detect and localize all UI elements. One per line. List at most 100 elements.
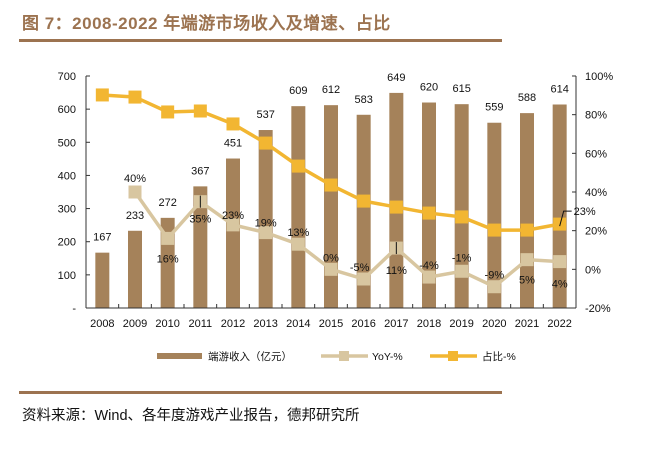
yoy-marker xyxy=(226,218,240,232)
right-tick-label: 80% xyxy=(585,110,607,122)
share-series xyxy=(95,88,567,237)
revenue-data-label: 272 xyxy=(158,197,176,209)
yoy-data-label: 35% xyxy=(189,214,211,226)
x-tick-label: 2019 xyxy=(449,318,473,330)
revenue-data-label: 614 xyxy=(550,84,568,96)
legend-swatch-revenue xyxy=(157,353,202,359)
right-tick-label: 60% xyxy=(585,148,607,160)
x-tick-label: 2015 xyxy=(319,318,343,330)
yoy-marker xyxy=(259,226,273,240)
yoy-marker xyxy=(520,253,534,267)
revenue-data-label: 451 xyxy=(224,138,242,150)
legend-swatch-yoy-marker xyxy=(339,351,349,361)
left-tick-label: 600 xyxy=(58,104,76,116)
yoy-data-label: 16% xyxy=(157,253,179,265)
right-tick-label: -20% xyxy=(585,303,611,315)
share-marker xyxy=(226,117,240,131)
legend-label-revenue: 端游收入（亿元） xyxy=(208,350,292,363)
yoy-marker xyxy=(128,185,142,199)
left-tick-label: 500 xyxy=(58,137,76,149)
left-tick-label: 300 xyxy=(58,204,76,216)
yoy-marker xyxy=(357,272,371,286)
revenue-data-label: 620 xyxy=(420,82,438,94)
title-divider xyxy=(19,39,502,42)
share-marker xyxy=(389,200,403,214)
yoy-marker xyxy=(324,262,338,276)
revenue-data-label: 167 xyxy=(93,232,111,244)
revenue-bar xyxy=(226,158,240,308)
source-divider xyxy=(19,391,502,394)
right-tick-label: 100% xyxy=(585,71,613,83)
x-tick-label: 2018 xyxy=(417,318,441,330)
revenue-data-label: 588 xyxy=(518,92,536,104)
share-leader-line xyxy=(559,210,572,227)
yoy-marker xyxy=(161,231,175,245)
x-tick-label: 2010 xyxy=(155,318,179,330)
share-marker xyxy=(128,90,142,104)
x-tick-label: 2011 xyxy=(189,318,213,330)
share-marker xyxy=(324,178,338,192)
revenue-data-label: 609 xyxy=(289,85,307,97)
revenue-data-label: 615 xyxy=(452,83,470,95)
x-tick-label: 2013 xyxy=(253,318,277,330)
share-marker xyxy=(455,210,469,224)
left-tick-label: 200 xyxy=(58,237,76,249)
left-tick-label: 100 xyxy=(58,270,76,282)
revenue-bar xyxy=(454,104,469,309)
revenue-bar xyxy=(193,186,208,308)
yoy-marker xyxy=(455,264,469,278)
revenue-bar xyxy=(422,102,436,308)
revenue-data-label: 367 xyxy=(191,165,209,177)
yoy-data-label: 19% xyxy=(255,218,277,230)
x-tick-label: 2008 xyxy=(90,318,114,330)
revenue-bar xyxy=(128,230,142,308)
x-tick-label: 2014 xyxy=(286,318,310,330)
yoy-marker xyxy=(487,280,501,294)
right-tick-label: 0% xyxy=(585,264,601,276)
yoy-data-label: 4% xyxy=(552,279,568,291)
figure-title: 图 7：2008-2022 年端游市场收入及增速、占比 xyxy=(22,14,391,33)
source-note: 资料来源：Wind、各年度游戏产业报告，德邦研究所 xyxy=(22,408,360,424)
x-tick-label: 2016 xyxy=(351,318,375,330)
left-tick-label: - xyxy=(72,303,76,315)
yoy-data-label: -4% xyxy=(419,260,439,272)
revenue-bar xyxy=(487,122,502,308)
share-data-label: 23% xyxy=(574,206,596,218)
revenue-data-label: 559 xyxy=(485,102,503,114)
x-tick-label: 2017 xyxy=(384,318,408,330)
yoy-data-label: 5% xyxy=(519,275,535,287)
yoy-marker xyxy=(291,237,305,251)
x-tick-label: 2009 xyxy=(123,318,147,330)
x-tick-label: 2021 xyxy=(515,318,539,330)
revenue-bar xyxy=(95,252,110,308)
legend: 端游收入（亿元） YoY-% 占比-% xyxy=(157,350,516,363)
yoy-data-label: -1% xyxy=(452,252,472,264)
x-tick-label: 2020 xyxy=(482,318,506,330)
data-labels: 167 233 272 367 451 537 609 612 583 649 620 615 559 5… xyxy=(93,72,596,291)
revenue-bar xyxy=(552,104,567,308)
left-tick-label: 700 xyxy=(58,71,76,83)
legend-swatch-share-marker xyxy=(448,351,458,361)
revenue-data-label: 612 xyxy=(322,84,340,96)
x-tick-label: 2012 xyxy=(221,318,245,330)
revenue-bar xyxy=(356,114,371,308)
share-marker xyxy=(520,223,534,237)
yoy-data-label: 11% xyxy=(386,265,407,277)
revenue-data-label: 583 xyxy=(354,94,372,106)
revenue-bar xyxy=(258,130,273,308)
combo-chart: - 100 200 300 400 500 600 700 -20% 0% 20% 40% 60% 80%… xyxy=(58,71,614,363)
legend-label-share: 占比-% xyxy=(482,350,516,363)
yoy-data-label: 23% xyxy=(222,210,244,222)
yoy-data-label: 40% xyxy=(124,173,146,185)
share-marker xyxy=(357,194,371,208)
share-marker xyxy=(193,104,207,118)
yoy-data-label: -9% xyxy=(485,270,505,282)
share-marker xyxy=(259,136,273,150)
left-tick-label: 400 xyxy=(58,170,76,182)
yoy-data-label: 13% xyxy=(287,227,309,239)
yoy-marker xyxy=(553,255,567,269)
share-marker xyxy=(161,105,175,119)
x-tick-label: 2022 xyxy=(547,318,571,330)
axes: - 100 200 300 400 500 600 700 -20% 0% 20% 40% 60% 80%… xyxy=(58,71,614,330)
share-marker xyxy=(422,206,436,220)
